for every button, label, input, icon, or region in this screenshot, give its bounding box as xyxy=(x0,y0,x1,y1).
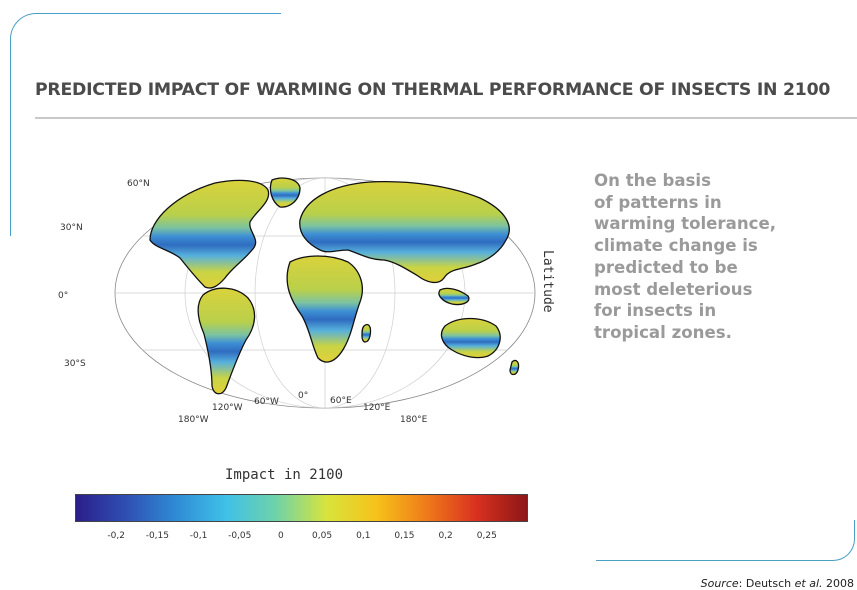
colorbar-tick-label: 0 xyxy=(278,531,284,541)
colorbar-tick-label: -0,1 xyxy=(189,531,208,541)
source-etal: et al. xyxy=(794,577,823,590)
colorbar-tick-label: -0,05 xyxy=(228,531,252,541)
source-separator: : xyxy=(738,577,746,590)
land-madagascar xyxy=(361,323,372,343)
lon-label: 180°W xyxy=(178,415,209,425)
source-label: Source xyxy=(700,577,739,590)
source-year: 2008 xyxy=(822,577,854,590)
source-citation: Source: Deutsch et al. 2008 xyxy=(701,577,854,590)
land-south-america xyxy=(197,287,256,395)
land-africa xyxy=(286,255,363,363)
colorbar-tick-label: 0,1 xyxy=(356,531,371,541)
lon-label: 60°W xyxy=(254,397,279,407)
description-line: tropical zones. xyxy=(594,322,732,342)
land-north-america xyxy=(149,179,270,289)
description-line: of patterns in xyxy=(594,192,722,212)
colorbar-tick-label: 0,25 xyxy=(476,531,497,541)
land-new-zealand xyxy=(509,359,520,376)
colorbar-title: Impact in 2100 xyxy=(225,467,344,483)
lon-label: 60°E xyxy=(330,396,352,406)
land-australia xyxy=(440,317,501,359)
colorbar-tick-label: 0,15 xyxy=(394,531,415,541)
description-line: On the basis xyxy=(594,171,711,190)
lat-label: 30°S xyxy=(64,359,86,369)
lon-label: 180°E xyxy=(400,415,428,425)
colorbar xyxy=(75,494,528,522)
map-land xyxy=(149,177,520,395)
title-divider xyxy=(35,117,857,119)
description-text: On the basis of patterns in warming tole… xyxy=(594,170,776,344)
figure-title: PREDICTED IMPACT OF WARMING ON THERMAL P… xyxy=(35,80,831,100)
colorbar-tick-label: -0,15 xyxy=(145,531,170,541)
lon-label: 120°E xyxy=(363,403,391,413)
description-line: for insects in xyxy=(594,301,717,321)
description-line: predicted to be xyxy=(594,257,738,277)
map-axis-title: Latitude xyxy=(540,250,555,313)
world-impact-map: 60°N 30°N 0° 30°S 180°W 120°W 60°W 0° 60… xyxy=(58,177,555,425)
lat-label: 0° xyxy=(58,291,68,301)
description-line: warming tolerance, xyxy=(594,214,777,234)
lon-label: 120°W xyxy=(212,403,243,413)
colorbar-tick-label: -0,2 xyxy=(107,531,125,541)
decorative-frame-top xyxy=(10,13,281,236)
lon-label: 0° xyxy=(298,391,308,401)
land-southeast-asia xyxy=(438,287,470,306)
land-greenland xyxy=(269,177,301,208)
lat-label: 60°N xyxy=(127,179,150,189)
description-line: most deleterious xyxy=(594,279,753,299)
description-line: climate change is xyxy=(594,236,758,256)
colorbar-tick-label: 0,05 xyxy=(312,531,333,541)
decorative-frame-bottom xyxy=(596,520,855,561)
colorbar-tick-label: 0,2 xyxy=(438,531,453,541)
source-author: Deutsch xyxy=(745,577,795,590)
land-eurasia xyxy=(299,181,510,284)
lat-label: 30°N xyxy=(60,223,83,233)
